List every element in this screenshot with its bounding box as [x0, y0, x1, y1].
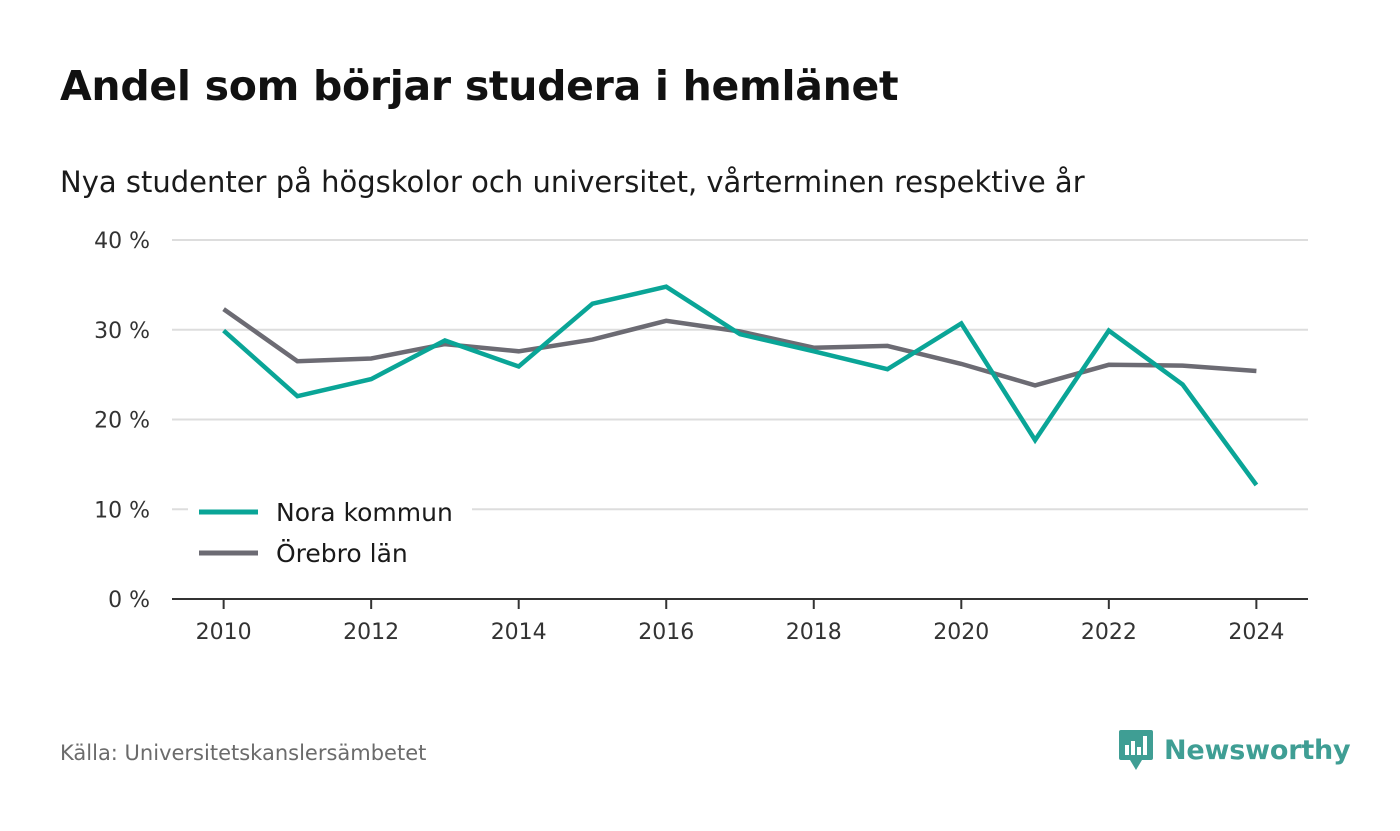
- y-axis: 0 % 10 % 20 % 30 % 40 %: [94, 229, 150, 613]
- legend: Nora kommun Örebro län: [188, 488, 472, 580]
- x-tick-label: 2024: [1228, 620, 1284, 645]
- y-tick-label: 10 %: [94, 498, 150, 523]
- line-chart: 0 % 10 % 20 % 30 % 40 % 2010 2012 2014 2016 2018…: [94, 229, 1308, 645]
- x-tick-label: 2014: [491, 620, 547, 645]
- series-lines: [222, 284, 1259, 487]
- y-tick-label: 0 %: [108, 588, 150, 613]
- y-tick-label: 30 %: [94, 319, 150, 344]
- gridlines: [172, 239, 1308, 511]
- x-tick-label: 2020: [933, 620, 989, 645]
- chart-subtitle: Nya studenter på högskolor och universit…: [60, 165, 1085, 199]
- y-tick-label: 40 %: [94, 229, 150, 254]
- source-note: Källa: Universitetskanslersämbetet: [60, 741, 427, 765]
- series-line-nora-kommun: [222, 284, 1259, 487]
- x-tick-label: 2022: [1081, 620, 1137, 645]
- newsworthy-logo-icon: [1119, 730, 1153, 770]
- x-tick-label: 2016: [638, 620, 694, 645]
- x-axis: 2010 2012 2014 2016 2018 2020 2022 2024: [172, 598, 1308, 645]
- brand-logo[interactable]: Newsworthy: [1118, 728, 1351, 772]
- legend-label: Nora kommun: [276, 498, 453, 527]
- chart-title: Andel som börjar studera i hemlänet: [60, 62, 899, 110]
- x-tick-label: 2018: [786, 620, 842, 645]
- legend-label: Örebro län: [276, 539, 408, 568]
- series-line-orebro-lan: [222, 307, 1257, 388]
- x-tick-label: 2010: [196, 620, 252, 645]
- brand-name: Newsworthy: [1164, 734, 1351, 766]
- x-tick-label: 2012: [343, 620, 399, 645]
- y-tick-label: 20 %: [94, 409, 150, 434]
- legend-background: [188, 488, 472, 580]
